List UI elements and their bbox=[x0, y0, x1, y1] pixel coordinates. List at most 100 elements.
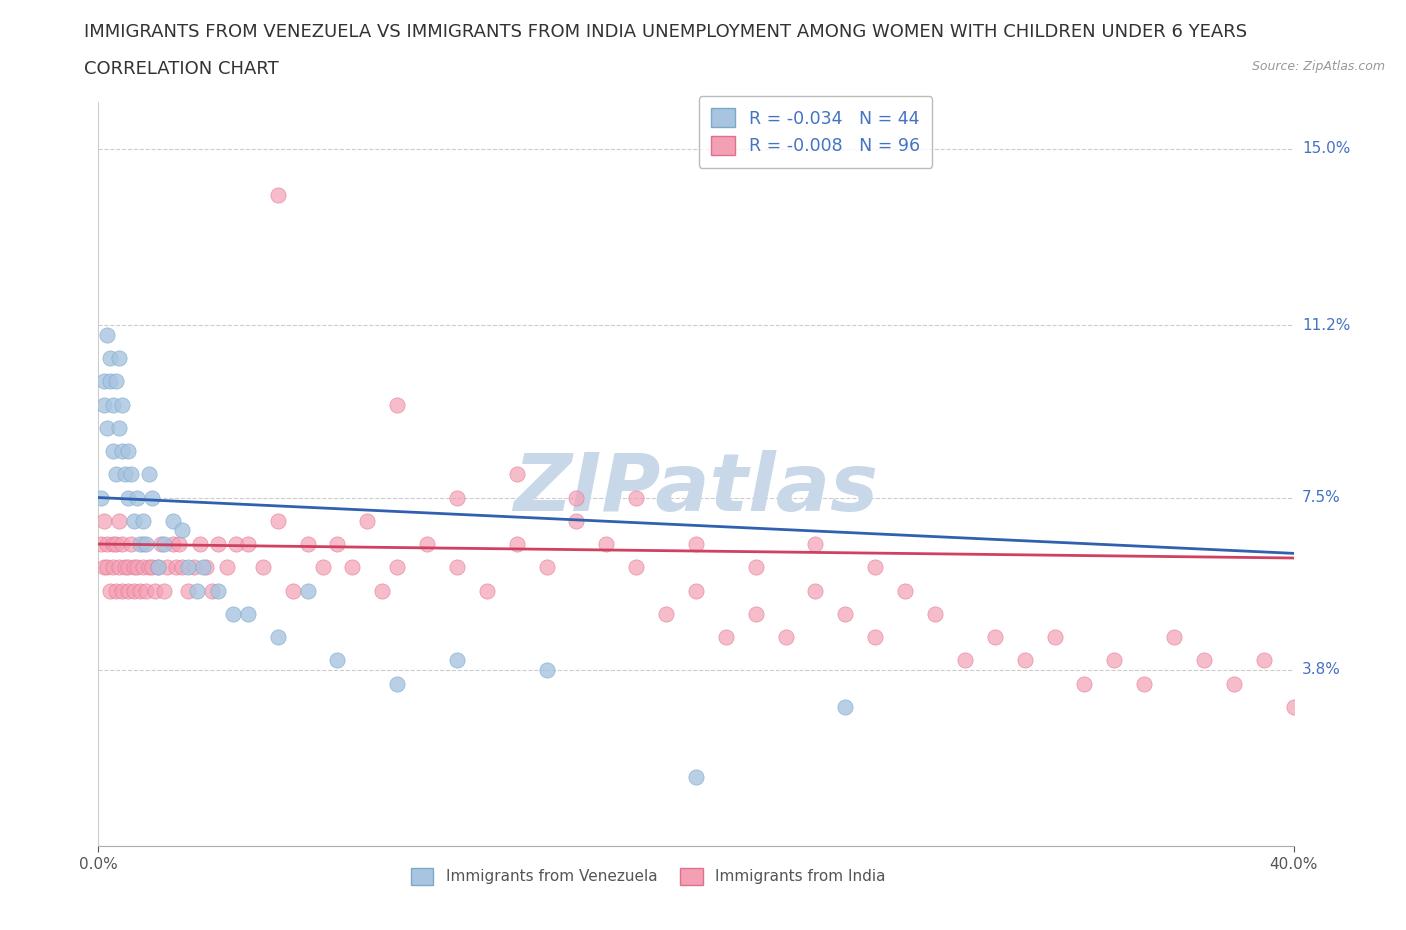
Point bbox=[1223, 676, 1246, 691]
Point bbox=[153, 583, 176, 598]
Point bbox=[96, 420, 118, 435]
Point bbox=[195, 560, 218, 575]
Point bbox=[127, 560, 149, 575]
Point bbox=[93, 560, 115, 575]
Point bbox=[207, 583, 229, 598]
Point bbox=[105, 374, 128, 389]
Point bbox=[201, 583, 224, 598]
Point bbox=[98, 351, 122, 365]
Point bbox=[90, 537, 112, 551]
Point bbox=[371, 583, 394, 598]
Point bbox=[342, 560, 364, 575]
Point bbox=[105, 583, 128, 598]
Point bbox=[1133, 676, 1156, 691]
Point bbox=[156, 560, 179, 575]
Point bbox=[446, 490, 468, 505]
Point bbox=[236, 537, 259, 551]
Point bbox=[167, 537, 190, 551]
Point bbox=[96, 537, 118, 551]
Point bbox=[98, 583, 122, 598]
Point bbox=[1253, 653, 1275, 668]
Point bbox=[565, 513, 588, 528]
Point bbox=[114, 467, 136, 482]
Point bbox=[385, 560, 409, 575]
Point bbox=[103, 444, 125, 458]
Point bbox=[111, 537, 134, 551]
Point bbox=[117, 560, 139, 575]
Point bbox=[124, 560, 146, 575]
Point bbox=[141, 490, 163, 505]
Point bbox=[207, 537, 229, 551]
Point bbox=[117, 583, 139, 598]
Point bbox=[96, 560, 118, 575]
Point bbox=[1163, 630, 1185, 644]
Point bbox=[93, 397, 115, 412]
Point bbox=[143, 583, 166, 598]
Point bbox=[865, 630, 887, 644]
Point bbox=[267, 188, 290, 203]
Text: 3.8%: 3.8% bbox=[1302, 662, 1341, 677]
Point bbox=[714, 630, 737, 644]
Point bbox=[506, 467, 529, 482]
Point bbox=[135, 583, 157, 598]
Point bbox=[98, 374, 122, 389]
Point bbox=[148, 560, 170, 575]
Point bbox=[446, 560, 468, 575]
Point bbox=[1073, 676, 1095, 691]
Point bbox=[326, 653, 349, 668]
Point bbox=[172, 523, 194, 538]
Point bbox=[536, 662, 558, 677]
Point bbox=[111, 583, 134, 598]
Point bbox=[129, 583, 152, 598]
Point bbox=[953, 653, 976, 668]
Point bbox=[148, 560, 170, 575]
Point bbox=[297, 583, 319, 598]
Point bbox=[626, 490, 648, 505]
Point bbox=[685, 583, 707, 598]
Point bbox=[1104, 653, 1126, 668]
Point bbox=[222, 606, 245, 621]
Point bbox=[108, 351, 131, 365]
Point bbox=[191, 560, 214, 575]
Legend: Immigrants from Venezuela, Immigrants from India: Immigrants from Venezuela, Immigrants fr… bbox=[405, 862, 891, 891]
Point bbox=[1192, 653, 1215, 668]
Point bbox=[297, 537, 319, 551]
Point bbox=[177, 583, 200, 598]
Point bbox=[108, 560, 131, 575]
Point bbox=[124, 513, 146, 528]
Point bbox=[536, 560, 558, 575]
Point bbox=[1043, 630, 1066, 644]
Point bbox=[252, 560, 274, 575]
Point bbox=[186, 583, 208, 598]
Point bbox=[96, 327, 118, 342]
Point bbox=[775, 630, 797, 644]
Point bbox=[311, 560, 333, 575]
Point bbox=[984, 630, 1007, 644]
Point bbox=[172, 560, 194, 575]
Point bbox=[138, 467, 160, 482]
Point bbox=[93, 374, 115, 389]
Point bbox=[894, 583, 917, 598]
Point bbox=[105, 467, 128, 482]
Point bbox=[129, 537, 152, 551]
Point bbox=[236, 606, 259, 621]
Point bbox=[93, 513, 115, 528]
Point bbox=[416, 537, 439, 551]
Point bbox=[117, 444, 139, 458]
Point bbox=[215, 560, 238, 575]
Point bbox=[114, 560, 136, 575]
Point bbox=[127, 490, 149, 505]
Point bbox=[111, 397, 134, 412]
Point bbox=[141, 560, 163, 575]
Point bbox=[267, 513, 290, 528]
Point bbox=[385, 397, 409, 412]
Text: 15.0%: 15.0% bbox=[1302, 141, 1350, 156]
Point bbox=[281, 583, 304, 598]
Point bbox=[132, 560, 155, 575]
Point bbox=[267, 630, 290, 644]
Point bbox=[117, 490, 139, 505]
Point bbox=[103, 537, 125, 551]
Point bbox=[177, 560, 200, 575]
Point bbox=[865, 560, 887, 575]
Text: 7.5%: 7.5% bbox=[1302, 490, 1340, 505]
